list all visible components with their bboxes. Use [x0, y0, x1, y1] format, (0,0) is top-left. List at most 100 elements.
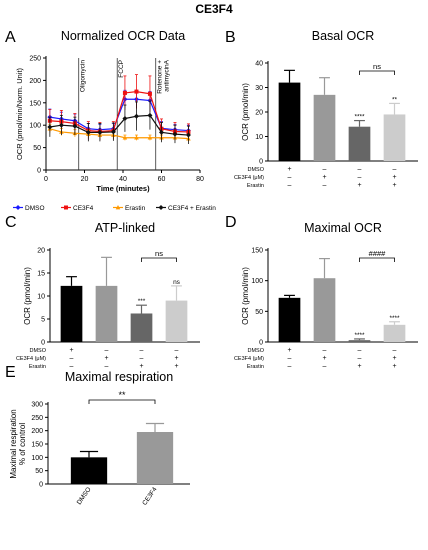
panel-C: C ATP-linked 0 5 10 15 20 *** ns ns OCR (pmol/min)…: [5, 214, 200, 370]
legend-marker: [158, 205, 164, 210]
significance-bracket: [141, 257, 177, 262]
data-point: [110, 129, 116, 135]
y-tick-label: 50: [35, 468, 43, 475]
y-tick-label: 10: [255, 134, 263, 141]
treatment-mark: –: [358, 347, 362, 354]
data-point: [147, 91, 152, 96]
x-tick-label: CE3F4: [141, 486, 159, 507]
y-tick-label: 20: [255, 110, 263, 117]
legend-label: Erastin: [125, 205, 146, 212]
treatment-mark: –: [288, 363, 292, 370]
chart-title: Maximal OCR: [304, 221, 382, 235]
y-tick-label: 0: [39, 482, 43, 489]
treatment-mark: +: [139, 363, 143, 370]
data-point: [133, 113, 139, 119]
bar: [383, 114, 406, 161]
panel-D: D Maximal OCR 0 50 100 150 **** **** #### OCR (pm…: [225, 214, 418, 370]
y-tick-label: 200: [29, 78, 41, 85]
bar: [348, 126, 371, 161]
injection-label: FCCP: [118, 60, 125, 78]
y-tick-label: 200: [31, 428, 43, 435]
x-tick-label: 20: [81, 176, 89, 183]
series-line-ce3f4-erastin: [49, 114, 189, 136]
y-tick-label: 300: [31, 402, 43, 409]
treatment-mark: –: [288, 174, 292, 181]
data-point: [185, 132, 191, 138]
data-point: [134, 135, 139, 140]
y-axis-label: OCR (pmol/min): [241, 267, 250, 325]
treatment-mark: –: [70, 363, 74, 370]
treatment-mark: +: [287, 347, 291, 354]
y-tick-label: 150: [29, 100, 41, 107]
chart-title: ATP-linked: [95, 221, 155, 235]
treatment-mark: –: [323, 166, 327, 173]
significance-bracket: [88, 399, 156, 404]
legend-marker: [15, 205, 21, 210]
bracket-label: ####: [369, 249, 387, 258]
significance-label: **: [392, 96, 398, 103]
significance-bracket: [359, 70, 395, 75]
y-tick-label: 100: [31, 455, 43, 462]
treatment-mark: +: [392, 182, 396, 189]
panel-letter: B: [225, 29, 236, 46]
y-tick-label: 0: [259, 340, 263, 347]
data-point: [134, 89, 139, 94]
y-tick-label: 0: [37, 168, 41, 175]
treatment-mark: +: [357, 182, 361, 189]
treatment-mark: –: [323, 182, 327, 189]
y-tick-label: 10: [37, 294, 45, 301]
series-line-ce3f4: [49, 90, 189, 133]
bar: [278, 297, 301, 342]
treatment-mark: –: [105, 347, 109, 354]
treatment-mark: +: [174, 355, 178, 362]
y-tick-label: 50: [255, 309, 263, 316]
data-point: [97, 129, 103, 135]
y-tick-label: 0: [259, 159, 263, 166]
bar: [313, 278, 336, 342]
data-point: [172, 131, 178, 137]
series-line-erastin: [49, 128, 189, 140]
treatment-mark: –: [105, 363, 109, 370]
data-point: [47, 124, 53, 130]
x-axis-label: Time (minutes): [96, 184, 150, 193]
x-tick-label: 80: [196, 176, 204, 183]
treatment-mark: –: [323, 347, 327, 354]
treatment-row-label: DMSO: [248, 167, 265, 173]
data-point: [58, 122, 64, 128]
treatment-mark: +: [322, 174, 326, 181]
treatment-row-label: Erastin: [247, 183, 264, 189]
treatment-mark: +: [392, 355, 396, 362]
bar: [95, 285, 118, 342]
treatment-mark: +: [174, 363, 178, 370]
bar: [278, 82, 301, 161]
treatment-mark: +: [357, 363, 361, 370]
bar: [70, 457, 108, 484]
treatment-mark: +: [104, 355, 108, 362]
panel-letter: E: [5, 364, 16, 381]
bar: [130, 313, 153, 342]
y-tick-label: 150: [251, 248, 263, 255]
x-tick-label: 0: [44, 176, 48, 183]
chart-title: Basal OCR: [312, 29, 375, 43]
y-axis-label: OCR (pmol/min): [241, 83, 250, 141]
treatment-mark: –: [70, 355, 74, 362]
panel-letter: C: [5, 214, 17, 231]
treatment-row-label: Erastin: [247, 364, 264, 370]
legend-label: CE3F4 + Erastin: [168, 205, 216, 212]
treatment-mark: –: [393, 347, 397, 354]
injection-label: Oligomycin: [80, 60, 87, 93]
significance-label: ns: [173, 279, 181, 286]
data-point: [85, 129, 91, 135]
injection-label: antimycinA: [164, 59, 171, 91]
bracket-label: ns: [373, 62, 381, 71]
treatment-mark: +: [392, 363, 396, 370]
treatment-mark: –: [288, 355, 292, 362]
treatment-row-label: CE3F4 (μM): [16, 356, 46, 362]
treatment-mark: –: [358, 355, 362, 362]
treatment-mark: +: [287, 166, 291, 173]
chart-title: Normalized OCR Data: [61, 29, 185, 43]
legend-label: CE3F4: [73, 205, 94, 212]
treatment-mark: –: [323, 363, 327, 370]
treatment-mark: –: [288, 182, 292, 189]
